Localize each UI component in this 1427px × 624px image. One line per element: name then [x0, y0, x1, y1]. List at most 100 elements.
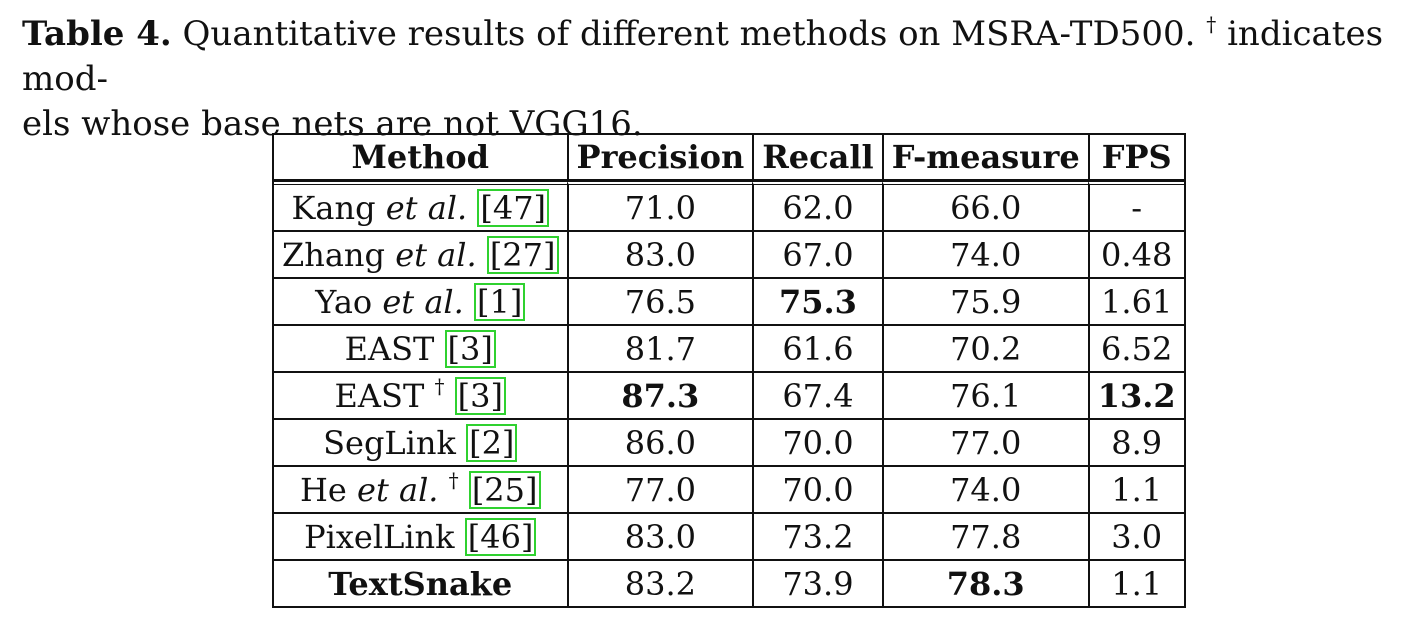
fps-cell: 1.61	[1087, 277, 1184, 324]
citation-number: 47	[492, 188, 534, 227]
method-cell: EAST † [3]	[274, 371, 567, 418]
dagger-mark: †	[434, 373, 445, 398]
fps-cell: 1.1	[1087, 559, 1184, 606]
citation-number: 2	[481, 423, 502, 462]
table-row: EAST † [3] 87.3 67.4 76.1 13.2	[274, 371, 1184, 418]
precision-cell: 71.0	[566, 181, 753, 230]
table-row: Zhang et al. [27] 83.0 67.0 74.0 0.48	[274, 230, 1184, 277]
caption-label: Table 4.	[22, 14, 172, 54]
table-row: TextSnake 83.2 73.9 78.3 1.1	[274, 559, 1184, 606]
header-precision: Precision	[566, 135, 753, 181]
method-name: Kang	[291, 188, 376, 227]
table-row: SegLink [2] 86.0 70.0 77.0 8.9	[274, 418, 1184, 465]
citation-number: 1	[489, 282, 510, 321]
f-measure-cell: 74.0	[881, 465, 1088, 512]
caption-line-2: els whose base nets are not VGG16.	[22, 104, 643, 144]
method-cell: He et al. † [25]	[274, 465, 567, 512]
citation-link[interactable]: [46]	[464, 517, 537, 556]
precision-cell: 83.0	[566, 512, 753, 559]
f-measure-cell: 76.1	[881, 371, 1088, 418]
fps-cell: 3.0	[1087, 512, 1184, 559]
precision-cell: 83.2	[566, 559, 753, 606]
header-method: Method	[274, 135, 567, 181]
table-row: He et al. † [25] 77.0 70.0 74.0 1.1	[274, 465, 1184, 512]
et-al-text: et al.	[395, 235, 477, 274]
fps-cell: 13.2	[1087, 371, 1184, 418]
caption-dagger: †	[1206, 12, 1217, 36]
header-fps: FPS	[1087, 135, 1184, 181]
et-al-text: et al.	[357, 470, 439, 509]
method-name: EAST	[334, 376, 425, 415]
citation-link[interactable]: [2]	[466, 423, 518, 462]
et-al-text: et al.	[382, 282, 464, 321]
method-cell: SegLink [2]	[274, 418, 567, 465]
fps-cell: 8.9	[1087, 418, 1184, 465]
citation-link[interactable]: [3]	[454, 376, 506, 415]
fps-cell: 6.52	[1087, 324, 1184, 371]
recall-cell: 62.0	[752, 181, 882, 230]
recall-cell: 70.0	[752, 465, 882, 512]
results-table: Method Precision Recall F-measure FPS Ka…	[272, 133, 1186, 608]
fps-cell: 1.1	[1087, 465, 1184, 512]
citation-link[interactable]: [1]	[473, 282, 526, 321]
dagger-mark: †	[448, 467, 459, 492]
precision-cell: 76.5	[566, 277, 753, 324]
recall-cell: 75.3	[752, 277, 882, 324]
header-f-measure: F-measure	[881, 135, 1088, 181]
citation-number: 25	[484, 470, 526, 509]
method-cell: Yao et al. [1]	[274, 277, 567, 324]
f-measure-cell: 70.2	[881, 324, 1088, 371]
method-name: Zhang	[282, 235, 386, 274]
precision-cell: 86.0	[566, 418, 753, 465]
precision-cell: 77.0	[566, 465, 753, 512]
citation-link[interactable]: [3]	[444, 329, 496, 368]
et-al-text: et al.	[385, 188, 468, 227]
recall-cell: 73.2	[752, 512, 882, 559]
method-name: SegLink	[323, 423, 456, 462]
fps-cell: -	[1087, 181, 1184, 230]
citation-link[interactable]: [27]	[486, 235, 559, 274]
citation-number: 3	[470, 376, 491, 415]
recall-cell: 70.0	[752, 418, 882, 465]
method-name: PixelLink	[304, 517, 455, 556]
recall-cell: 67.4	[752, 371, 882, 418]
method-name: TextSnake	[328, 564, 513, 603]
f-measure-cell: 74.0	[881, 230, 1088, 277]
recall-cell: 67.0	[752, 230, 882, 277]
caption-text: Quantitative results of different method…	[182, 14, 1196, 54]
method-cell: Kang et al. [47]	[274, 181, 567, 230]
header-recall: Recall	[752, 135, 882, 181]
recall-cell: 61.6	[752, 324, 882, 371]
table-row: EAST [3] 81.7 61.6 70.2 6.52	[274, 324, 1184, 371]
method-name: He	[300, 470, 347, 509]
precision-cell: 87.3	[566, 371, 753, 418]
citation-number: 46	[480, 517, 521, 556]
citation-number: 3	[460, 329, 481, 368]
method-cell: EAST [3]	[274, 324, 567, 371]
method-name: Yao	[315, 282, 373, 321]
caption-text-2: indicates mod-	[22, 14, 1384, 99]
header-row: Method Precision Recall F-measure FPS	[274, 135, 1184, 181]
citation-link[interactable]: [25]	[468, 470, 541, 509]
precision-cell: 81.7	[566, 324, 753, 371]
method-cell: PixelLink [46]	[274, 512, 567, 559]
f-measure-cell: 75.9	[881, 277, 1088, 324]
method-cell: TextSnake	[274, 559, 567, 606]
fps-cell: 0.48	[1087, 230, 1184, 277]
table-body: Kang et al. [47] 71.0 62.0 66.0- Zhang et al…	[274, 181, 1184, 606]
f-measure-cell: 77.8	[881, 512, 1088, 559]
citation-number: 27	[502, 235, 544, 274]
f-measure-cell: 78.3	[881, 559, 1088, 606]
table-row: PixelLink [46] 83.0 73.2 77.8 3.0	[274, 512, 1184, 559]
table-caption: Table 4. Quantitative results of differe…	[22, 12, 1407, 147]
f-measure-cell: 77.0	[881, 418, 1088, 465]
f-measure-cell: 66.0	[881, 181, 1088, 230]
recall-cell: 73.9	[752, 559, 882, 606]
results-table-wrapper: Method Precision Recall F-measure FPS Ka…	[272, 133, 1186, 608]
method-name: EAST	[344, 329, 435, 368]
table-row: Yao et al. [1] 76.5 75.3 75.9 1.61	[274, 277, 1184, 324]
precision-cell: 83.0	[566, 230, 753, 277]
method-cell: Zhang et al. [27]	[274, 230, 567, 277]
table-row: Kang et al. [47] 71.0 62.0 66.0-	[274, 181, 1184, 230]
citation-link[interactable]: [47]	[477, 188, 550, 227]
